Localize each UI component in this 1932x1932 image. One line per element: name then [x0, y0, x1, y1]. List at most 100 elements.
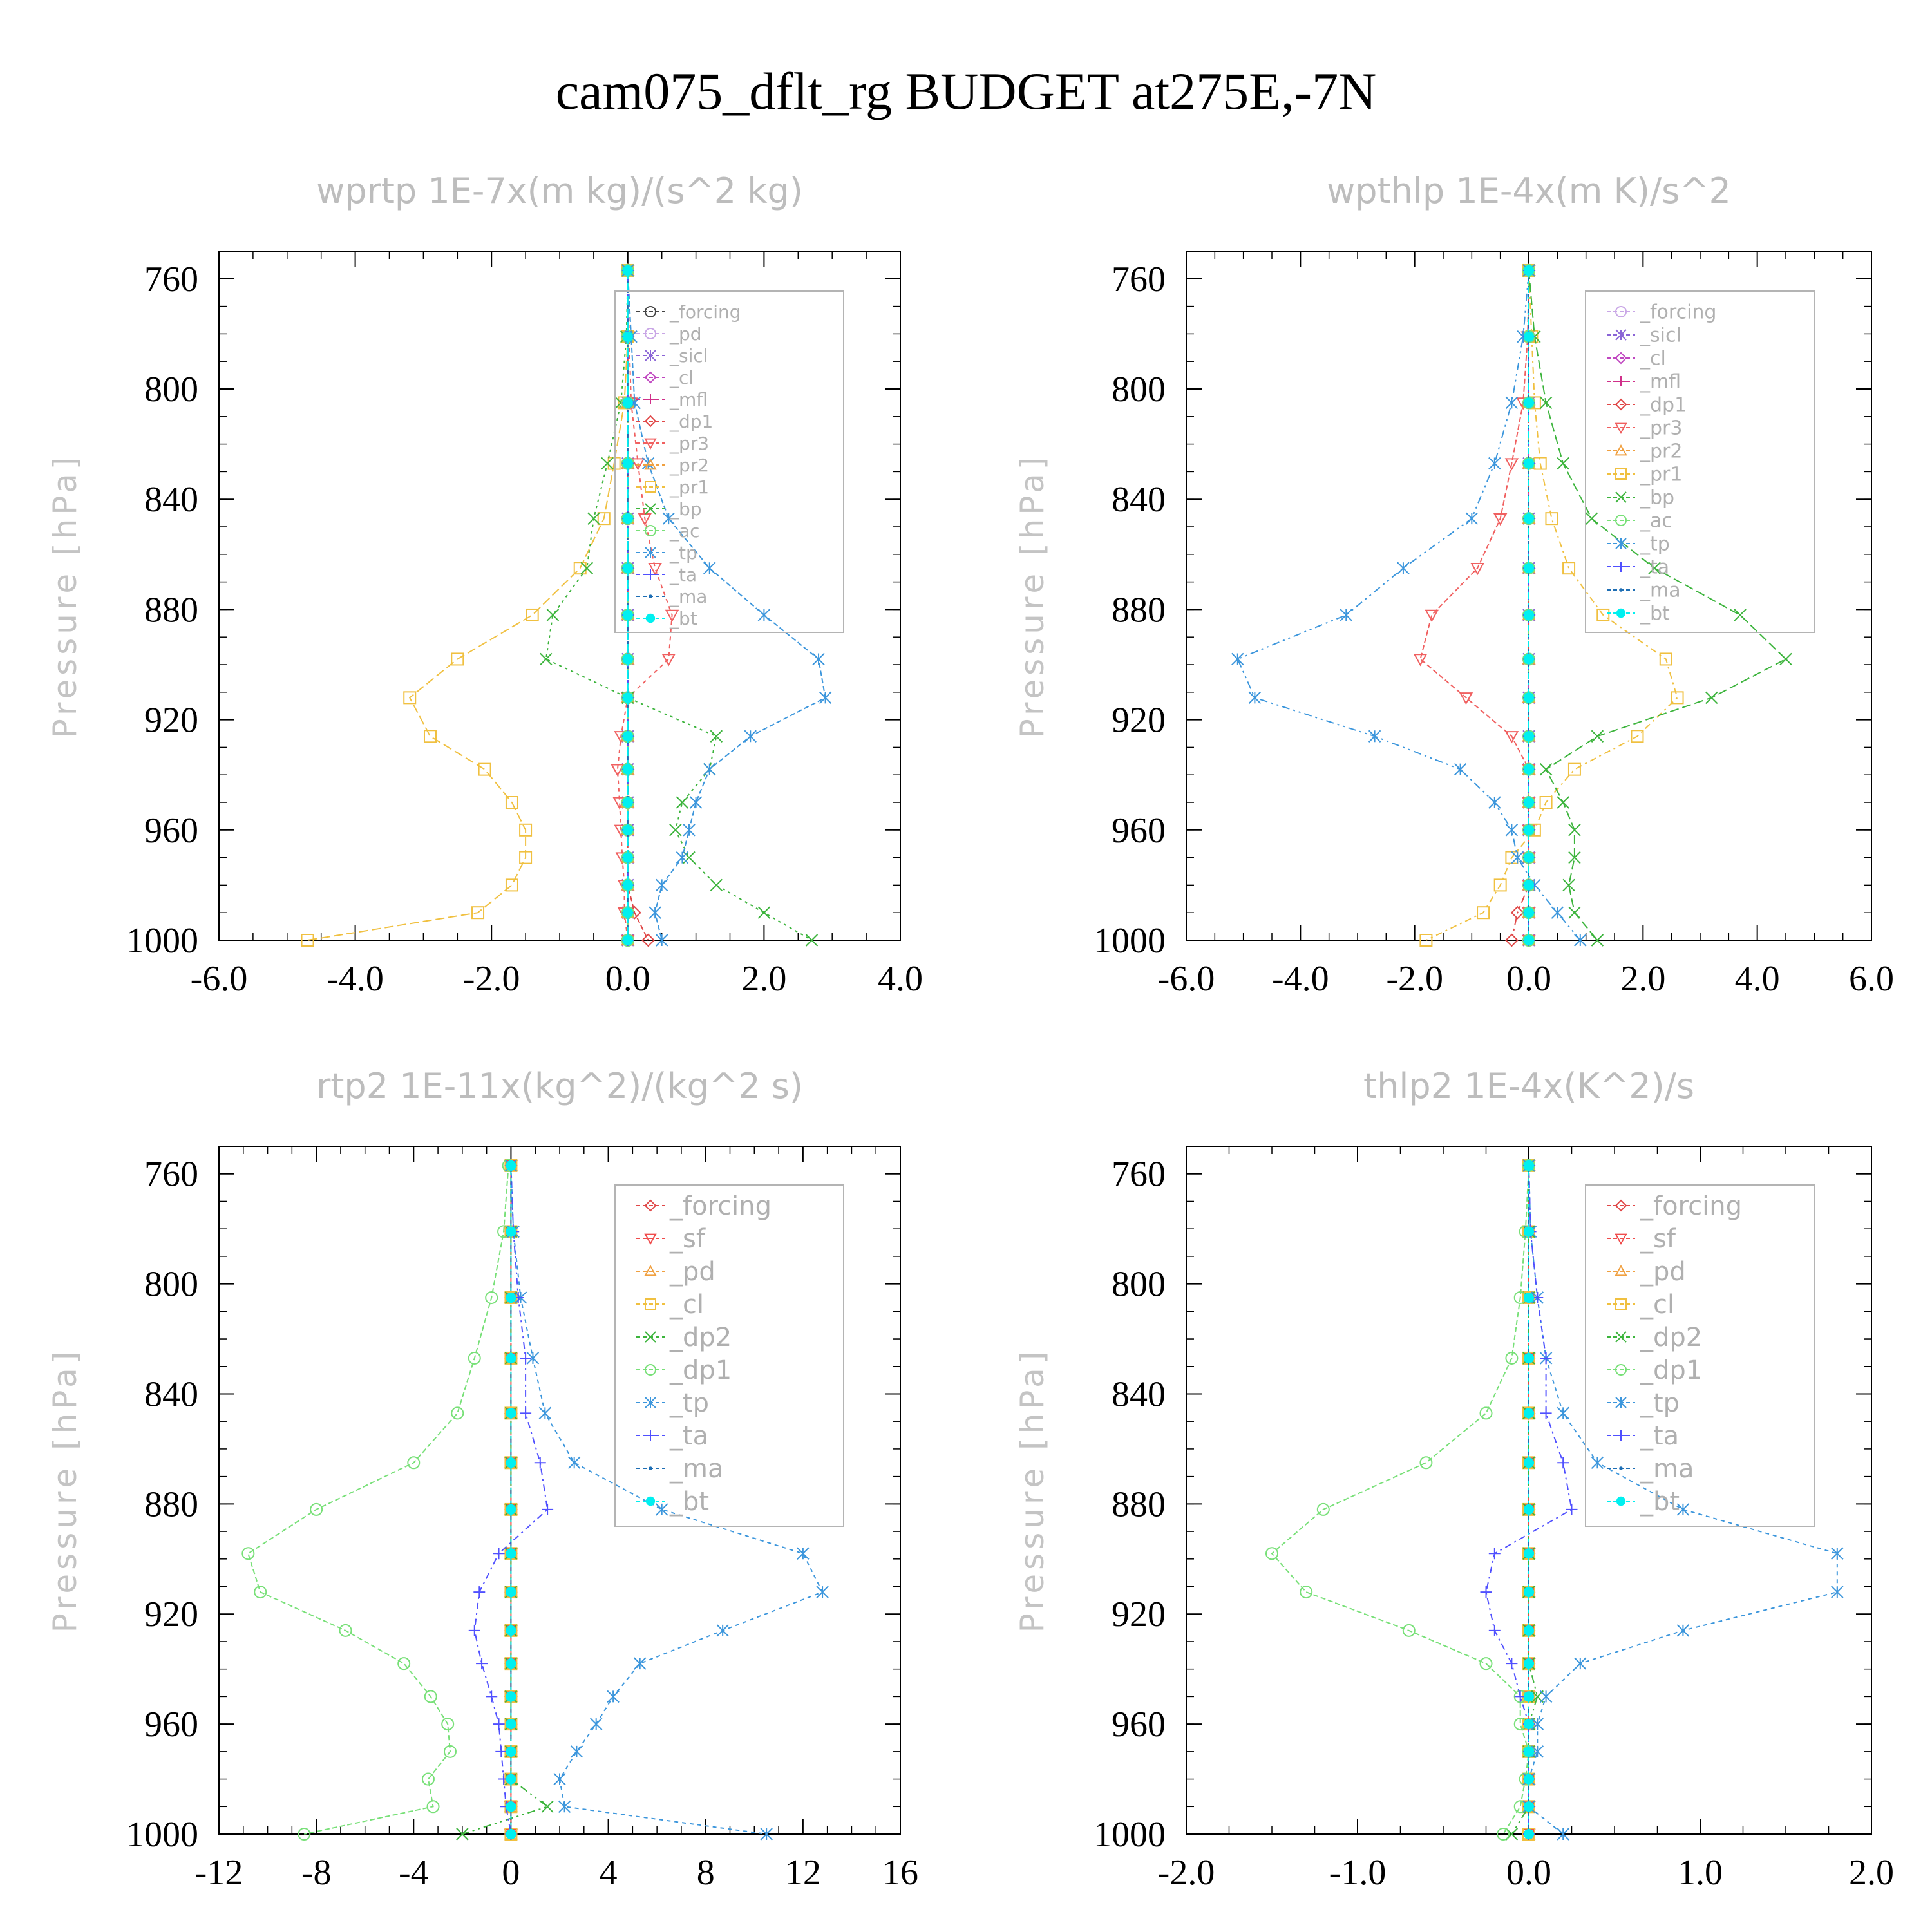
x-tick-label: 0.0 [1506, 959, 1551, 999]
series-line [510, 1165, 824, 1835]
x-tick-label: 2.0 [1849, 1853, 1894, 1893]
y-tick-label: 960 [1112, 1705, 1166, 1745]
legend-frame [1585, 290, 1815, 633]
y-axis-label: Pressure [hPa] [1014, 453, 1051, 739]
legend-label: _mfl [669, 389, 708, 410]
y-tick-label: 920 [144, 701, 198, 741]
legend-label: _forcing [1640, 301, 1716, 324]
panel-title: wprtp 1E-7x(m kg)/(s^2 kg) [316, 171, 803, 211]
legend-label: _dp1 [1640, 1356, 1702, 1385]
legend: _forcing_pd_sicl_cl_mfl_dp1_pr3_pr2_pr1_… [614, 290, 844, 633]
x-tick-label: -2.0 [463, 959, 520, 999]
x-tick-label: -6.0 [191, 959, 248, 999]
y-tick-label: 880 [1112, 590, 1166, 630]
legend-label: _pr1 [1640, 464, 1682, 486]
legend-label: _dp1 [669, 411, 713, 432]
x-tick-label: -8 [301, 1853, 332, 1893]
series-bt [1523, 1160, 1535, 1840]
series-pr3 [1413, 265, 1536, 948]
y-tick-label: 960 [144, 811, 198, 851]
x-tick-label: 0.0 [605, 959, 650, 999]
series-dp1 [1265, 1159, 1535, 1841]
legend-label: _cl [669, 1290, 704, 1320]
series-line [307, 270, 629, 941]
legend-label: _pr1 [669, 477, 709, 498]
y-tick-label: 800 [144, 370, 198, 410]
series-line [627, 270, 826, 941]
x-tick-label: 8 [697, 1853, 715, 1893]
x-tick-label: -4.0 [327, 959, 384, 999]
x-tick-label: -4.0 [1272, 959, 1329, 999]
legend-label: _forcing [669, 1191, 772, 1221]
legend-frame [614, 290, 844, 633]
y-tick-label: 760 [1112, 260, 1166, 299]
y-tick-label: 880 [144, 590, 198, 630]
x-tick-label: 2.0 [741, 959, 786, 999]
series-line [247, 1165, 509, 1835]
legend-label: _tp [1640, 1388, 1680, 1418]
series-tp [621, 264, 832, 947]
series-line [1425, 270, 1678, 941]
series-dp1 [242, 1159, 515, 1841]
legend-label: _pd [1640, 1257, 1686, 1287]
legend-label: _bt [1640, 1487, 1680, 1517]
legend-label: _ma [1640, 580, 1681, 602]
legend-label: _sicl [1640, 325, 1681, 347]
y-tick-label: 920 [1112, 701, 1166, 741]
series-line [1485, 1165, 1573, 1834]
y-tick-label: 960 [144, 1705, 198, 1745]
legend-label: _ac [1640, 510, 1672, 533]
series-line [545, 270, 813, 941]
legend-label: _pr2 [669, 455, 709, 476]
legend-label: _sicl [669, 345, 708, 366]
x-tick-label: -12 [195, 1853, 243, 1893]
series-pr1 [301, 263, 634, 947]
legend-label: _sf [1640, 1224, 1676, 1254]
series-tp [1231, 264, 1587, 947]
y-tick-label: 1000 [126, 1815, 198, 1855]
legend-label: _ta [1640, 556, 1669, 579]
figure-title: cam075_dflt_rg BUDGET at275E,-7N [555, 62, 1377, 120]
legend-label: _dp1 [1640, 394, 1687, 417]
series-dp2 [456, 1159, 554, 1841]
x-tick-label: -2.0 [1158, 1853, 1215, 1893]
legend-label: _forcing [669, 301, 741, 323]
legend-label: _sf [669, 1224, 706, 1254]
y-tick-label: 760 [144, 260, 198, 299]
y-tick-label: 760 [1112, 1155, 1166, 1195]
legend-label: _ma [669, 1454, 723, 1484]
y-tick-label: 800 [1112, 1265, 1166, 1305]
x-tick-label: 0 [502, 1853, 520, 1893]
x-tick-label: 6.0 [1849, 959, 1894, 999]
plot-panel-1: wprtp 1E-7x(m kg)/(s^2 kg) Pressure [hPa]… [46, 171, 923, 999]
legend-frame [1585, 1184, 1815, 1527]
series-bt [1523, 265, 1535, 946]
plot-frame [218, 1146, 901, 1835]
series-bt [622, 265, 633, 946]
y-tick-label: 800 [1112, 370, 1166, 410]
legend-label: _bp [1640, 487, 1674, 509]
legend-frame [614, 1184, 844, 1527]
legend-label: _ma [1640, 1454, 1694, 1484]
x-tick-label: 4.0 [878, 959, 923, 999]
y-tick-label: 1000 [1094, 1815, 1166, 1855]
plot-panel-2: wpthlp 1E-4x(m K)/s^2 Pressure [hPa] 760 80… [1014, 171, 1894, 999]
x-tick-label: 4 [600, 1853, 618, 1893]
legend-label: _ma [669, 586, 707, 607]
x-tick-label: 1.0 [1678, 1853, 1723, 1893]
legend-label: _cl [1640, 1290, 1674, 1320]
y-tick-label: 840 [144, 1374, 198, 1414]
y-axis-label: Pressure [hPa] [46, 453, 84, 739]
series-tp [504, 1159, 829, 1841]
y-axis-label: Pressure [hPa] [46, 1348, 84, 1633]
legend-label: _ta [669, 564, 697, 585]
legend-label: _mfl [1640, 371, 1681, 393]
legend-label: _cl [669, 367, 694, 388]
legend-label: _tp [669, 1388, 709, 1418]
plot-panel-4: thlp2 1E-4x(K^2)/s Pressure [hPa] 760 800 84… [1014, 1066, 1894, 1893]
legend-label: _pr2 [1640, 440, 1682, 463]
legend: _forcing_sf_pd_cl _dp2 _dp1 _tp_ta_ma_bt [1585, 1184, 1815, 1527]
legend-label: _dp2 [1640, 1323, 1702, 1352]
series-line [462, 1165, 549, 1835]
y-tick-label: 1000 [126, 921, 198, 961]
